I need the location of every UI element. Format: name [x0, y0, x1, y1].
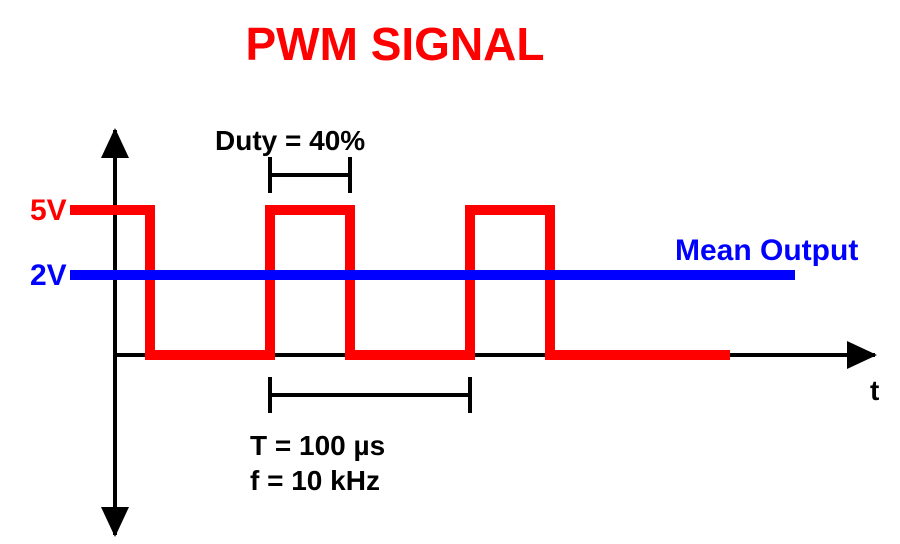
- label-duty: Duty = 40%: [215, 125, 365, 156]
- label-period-f: f = 10 kHz: [250, 465, 380, 496]
- label-mean-output: Mean Output: [675, 234, 858, 267]
- label-5v: 5V: [30, 194, 67, 227]
- x-axis-label: t: [870, 375, 879, 406]
- label-2v: 2V: [30, 259, 67, 292]
- label-period-T: T = 100 µs: [250, 430, 385, 461]
- title: PWM SIGNAL: [246, 18, 545, 70]
